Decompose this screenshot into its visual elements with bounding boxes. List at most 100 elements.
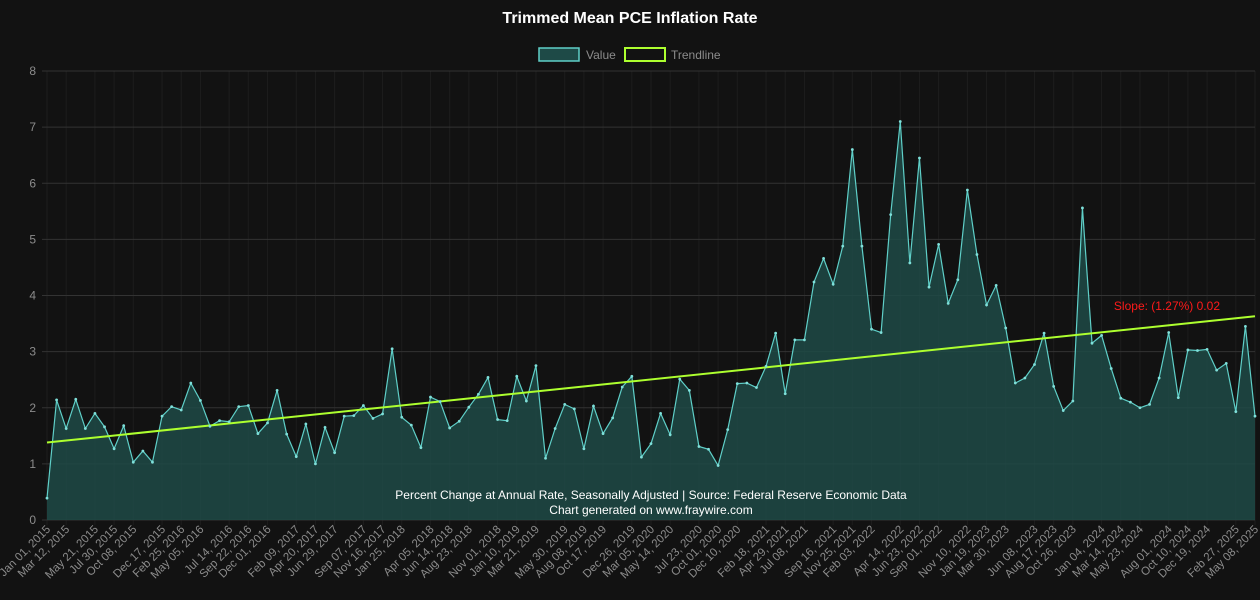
data-point[interactable] [755, 386, 758, 389]
data-point[interactable] [496, 418, 500, 421]
data-point[interactable] [342, 414, 346, 418]
data-point[interactable] [45, 496, 49, 500]
data-point[interactable] [83, 427, 87, 430]
data-point[interactable] [1081, 206, 1084, 210]
data-point[interactable] [170, 405, 174, 409]
data-point[interactable] [189, 381, 193, 385]
data-point[interactable] [1215, 368, 1219, 372]
data-point[interactable] [160, 414, 164, 418]
data-point[interactable] [285, 432, 289, 436]
data-point[interactable] [237, 405, 241, 409]
data-point[interactable] [850, 148, 854, 151]
data-point[interactable] [1042, 331, 1046, 335]
data-point[interactable] [831, 282, 835, 286]
data-point[interactable] [304, 422, 308, 426]
data-point[interactable] [131, 460, 135, 464]
data-point[interactable] [668, 433, 672, 437]
data-point[interactable] [965, 188, 969, 192]
data-point[interactable] [927, 285, 931, 289]
data-point[interactable] [333, 451, 337, 455]
data-point[interactable] [889, 213, 893, 217]
data-point[interactable] [64, 427, 68, 430]
data-point[interactable] [505, 419, 509, 423]
data-point[interactable] [956, 278, 960, 282]
data-point[interactable] [103, 425, 106, 429]
data-point[interactable] [1167, 331, 1171, 334]
legend-item-trendline[interactable]: Trendline [624, 47, 721, 62]
data-point[interactable] [93, 411, 97, 415]
data-point[interactable] [1128, 400, 1132, 404]
data-point[interactable] [985, 303, 988, 307]
legend-item-value[interactable]: Value [538, 47, 616, 62]
data-point[interactable] [448, 426, 452, 430]
data-point[interactable] [822, 257, 825, 260]
data-point[interactable] [1033, 363, 1036, 366]
data-point[interactable] [659, 411, 662, 415]
data-point[interactable] [208, 424, 212, 428]
data-point[interactable] [735, 382, 739, 386]
data-point[interactable] [534, 364, 538, 368]
data-point[interactable] [122, 424, 126, 428]
data-point[interactable] [745, 381, 749, 385]
data-point[interactable] [1119, 396, 1123, 400]
data-point[interactable] [1023, 376, 1027, 380]
data-point[interactable] [227, 420, 231, 424]
data-point[interactable] [467, 405, 471, 409]
data-point[interactable] [544, 456, 547, 460]
data-point[interactable] [55, 398, 58, 402]
data-point[interactable] [515, 374, 519, 378]
data-point[interactable] [1052, 385, 1056, 388]
data-point[interactable] [870, 327, 873, 331]
data-point[interactable] [112, 447, 116, 451]
data-point[interactable] [697, 445, 701, 448]
data-point[interactable] [1148, 402, 1151, 406]
data-point[interactable] [572, 407, 576, 411]
data-point[interactable] [707, 447, 710, 451]
data-point[interactable] [390, 347, 394, 351]
data-point[interactable] [774, 331, 778, 335]
data-point[interactable] [1090, 341, 1094, 345]
data-point[interactable] [1100, 333, 1104, 337]
data-point[interactable] [946, 301, 950, 305]
data-point[interactable] [908, 261, 912, 265]
data-point[interactable] [524, 399, 528, 403]
data-point[interactable] [1176, 396, 1180, 400]
data-point[interactable] [1138, 406, 1142, 410]
data-point[interactable] [879, 331, 883, 334]
data-point[interactable] [640, 455, 643, 459]
data-point[interactable] [592, 404, 595, 408]
data-point[interactable] [256, 432, 260, 435]
data-point[interactable] [151, 460, 154, 464]
data-point[interactable] [419, 446, 423, 449]
data-point[interactable] [1186, 348, 1190, 352]
data-point[interactable] [1244, 324, 1247, 328]
data-point[interactable] [218, 419, 221, 423]
data-point[interactable] [1234, 410, 1238, 414]
data-point[interactable] [429, 395, 432, 399]
data-point[interactable] [611, 416, 615, 420]
data-point[interactable] [1061, 409, 1065, 412]
data-point[interactable] [601, 432, 605, 435]
data-point[interactable] [371, 417, 375, 420]
data-point[interactable] [553, 427, 557, 430]
data-point[interactable] [409, 423, 413, 427]
data-point[interactable] [477, 392, 480, 396]
data-point[interactable] [1109, 367, 1113, 370]
data-point[interactable] [937, 243, 941, 246]
data-point[interactable] [314, 462, 317, 466]
data-point[interactable] [246, 404, 250, 407]
data-point[interactable] [687, 388, 691, 392]
data-point[interactable] [716, 464, 720, 467]
data-point[interactable] [323, 425, 327, 429]
data-point[interactable] [793, 338, 797, 342]
data-point[interactable] [1157, 376, 1161, 380]
data-point[interactable] [860, 244, 864, 248]
data-point[interactable] [726, 428, 730, 432]
data-point[interactable] [457, 419, 461, 423]
data-point[interactable] [649, 442, 653, 446]
data-point[interactable] [1071, 399, 1075, 403]
data-point[interactable] [294, 455, 298, 458]
data-point[interactable] [74, 397, 78, 401]
data-point[interactable] [783, 392, 787, 396]
data-point[interactable] [141, 449, 145, 453]
